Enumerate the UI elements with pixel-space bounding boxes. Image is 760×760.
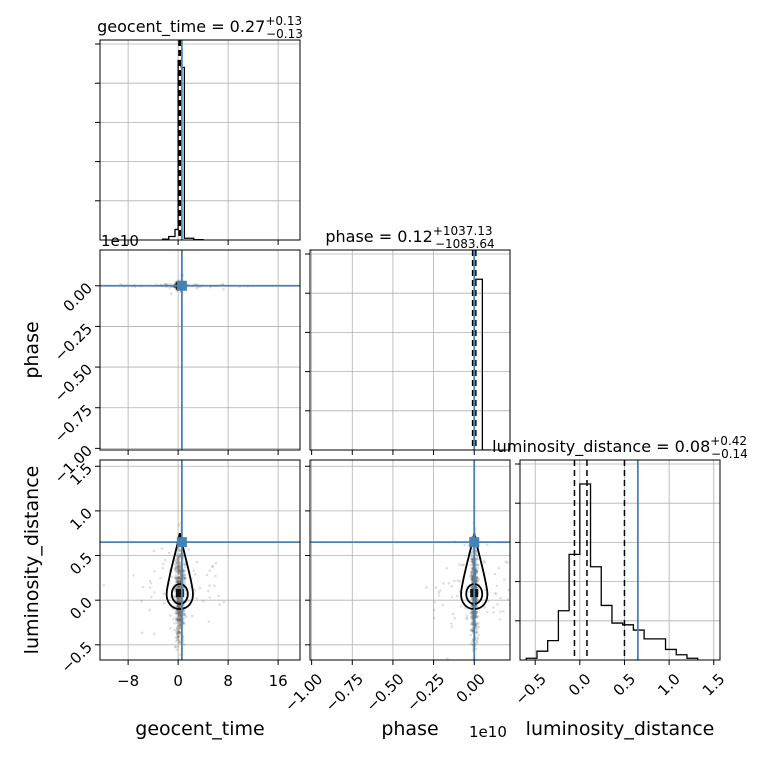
panel-frame <box>99 39 301 241</box>
xlabel-geocent-time: geocent_time <box>135 718 264 740</box>
xtick-label: 8 <box>223 672 233 690</box>
panel-content <box>100 40 300 240</box>
panel-frame <box>309 459 511 661</box>
ytick-label: −0.50 <box>51 360 96 405</box>
panel-phase-luminosity-distance: −1.00−0.75−0.50−0.25 0.00 <box>281 459 511 715</box>
ytick-label: 0.00 <box>60 279 96 315</box>
panel-frame <box>309 249 511 451</box>
xtick-label: −0.5 <box>511 670 549 708</box>
panel-geocent-time-phase: −1.00−0.75−0.50−0.250.00 <box>51 249 301 487</box>
xtick-label: 0 <box>173 672 183 690</box>
offset-text-phase-y: 1e10 <box>101 232 139 250</box>
ytick-label: 1.0 <box>66 504 96 534</box>
panel-content <box>310 250 510 450</box>
xtick-label: −0.75 <box>322 670 367 715</box>
panel-content <box>520 460 720 660</box>
truth-marker <box>176 280 187 291</box>
truth-marker <box>469 537 480 548</box>
xtick-label: 0.5 <box>610 670 640 700</box>
ytick-label: 0.0 <box>66 593 96 623</box>
xtick-label: −0.50 <box>362 670 407 715</box>
ylabel-luminosity-distance: luminosity_distance <box>21 466 43 655</box>
ytick-label: 0.5 <box>66 549 96 579</box>
histogram-geocent-time <box>161 59 204 240</box>
scatter-cloud <box>102 521 226 660</box>
panel-title-luminosity-distance: luminosity_distance = 0.08+0.42 −0.14 <box>492 434 748 461</box>
panel-title-phase: phase = 0.12+1037.13 −1083.64 <box>325 224 494 251</box>
xtick-label: −0.25 <box>403 670 448 715</box>
scatter-cloud <box>425 521 510 660</box>
panel-luminosity-distance-luminosity-distance: luminosity_distance = 0.08+0.42 −0.14 −0.5… <box>492 434 748 709</box>
xtick-label: −8 <box>117 672 139 690</box>
xtick-label: −1.00 <box>281 670 326 715</box>
panel-frame <box>99 459 301 661</box>
panel-geocent-time-geocent-time: geocent_time = 0.27+0.13 −0.13 <box>95 14 303 245</box>
panel-geocent-time-luminosity-distance: −8 0 8 16−0.50.00.51.01.5 <box>58 459 301 690</box>
density-peak <box>175 589 184 598</box>
contour-inner <box>170 583 189 605</box>
contour-outer <box>165 533 194 610</box>
panel-content <box>100 250 300 450</box>
xlabel-luminosity-distance: luminosity_distance <box>526 718 715 740</box>
ytick-label: −0.25 <box>51 320 96 365</box>
texts: geocent_time phase luminosity_distance p… <box>21 232 714 741</box>
xtick-label: 16 <box>269 672 288 690</box>
xlabel-phase: phase <box>381 718 438 740</box>
histogram-phase <box>472 278 491 450</box>
ytick-label: −0.75 <box>51 401 96 446</box>
panel-frame <box>519 459 721 661</box>
panel-frame <box>99 249 301 451</box>
panel-title-geocent-time: geocent_time = 0.27+0.13 −0.13 <box>97 14 303 41</box>
truth-marker <box>176 537 187 548</box>
panel-phase-phase: phase = 0.12+1037.13 −1083.64 <box>305 224 511 455</box>
xtick-label: 0.00 <box>453 670 489 706</box>
offset-text-phase-x: 1e10 <box>469 723 507 741</box>
ylabel-phase: phase <box>21 321 43 378</box>
panel-content <box>310 460 510 660</box>
xtick-label: 0.0 <box>565 670 595 700</box>
xtick-label: 1.0 <box>654 670 684 700</box>
panels: geocent_time = 0.27+0.13 −0.13−1.00−0.75−… <box>51 14 748 715</box>
ytick-label: −0.5 <box>58 638 96 676</box>
panel-content <box>100 460 300 660</box>
xtick-label: 1.5 <box>699 670 729 700</box>
histogram-luminosity-distance <box>525 483 699 660</box>
